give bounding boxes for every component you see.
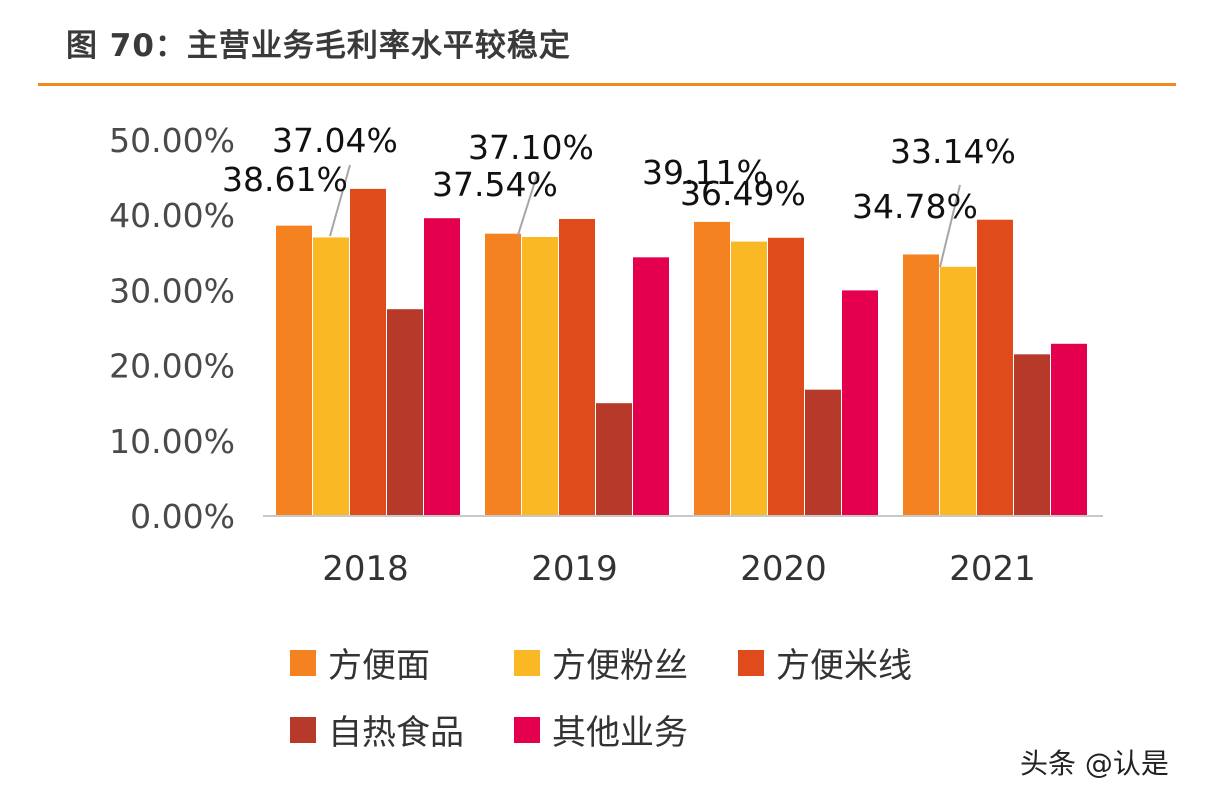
bar-2021-方便粉丝 [940, 266, 976, 516]
y-tick-label: 30.00% [109, 271, 235, 310]
data-label: 37.04% [272, 121, 398, 160]
bar-2021-方便面 [903, 254, 939, 516]
legend-swatch [738, 650, 764, 676]
y-tick-label: 0.00% [130, 497, 235, 536]
bar-2018-方便米线 [350, 188, 386, 516]
y-tick-label: 40.00% [109, 196, 235, 235]
bar-2020-方便米线 [768, 237, 804, 516]
bars [276, 188, 1087, 516]
watermark: 头条 @认是 [1020, 747, 1169, 780]
legend-item: 方便面 [290, 646, 430, 686]
x-tick-label: 2019 [531, 549, 618, 589]
data-label: 34.78% [852, 187, 978, 226]
bar-2021-自热食品 [1014, 354, 1050, 516]
leader-line [329, 164, 351, 237]
y-tick-label: 10.00% [109, 422, 235, 461]
legend-swatch [514, 717, 540, 743]
bar-2019-方便米线 [559, 218, 595, 516]
leader-line [517, 171, 539, 236]
bar-2019-其他业务 [633, 257, 669, 516]
legend-label: 自热食品 [328, 713, 464, 753]
data-label: 37.54% [432, 165, 558, 204]
legend-label: 其他业务 [552, 713, 688, 753]
bar-2020-方便粉丝 [731, 241, 767, 516]
x-tick-label: 2021 [949, 549, 1036, 589]
bar-2021-其他业务 [1051, 343, 1087, 516]
data-label: 38.61% [222, 160, 348, 199]
data-label: 33.14% [890, 132, 1016, 171]
bar-2018-方便粉丝 [313, 237, 349, 516]
legend-item: 自热食品 [290, 713, 464, 753]
data-label: 37.10% [468, 128, 594, 167]
bar-2020-方便面 [694, 221, 730, 516]
bar-2018-方便面 [276, 225, 312, 516]
legend-swatch [290, 650, 316, 676]
legend-label: 方便米线 [776, 646, 912, 686]
bar-2020-自热食品 [805, 389, 841, 516]
bar-2018-其他业务 [424, 218, 460, 516]
bar-2019-自热食品 [596, 403, 632, 516]
y-tick-label: 50.00% [109, 121, 235, 160]
x-tick-label: 2020 [740, 549, 827, 589]
bar-2021-方便米线 [977, 219, 1013, 516]
x-tick-label: 2018 [322, 549, 409, 589]
legend-swatch [514, 650, 540, 676]
legend-item: 方便米线 [738, 646, 912, 686]
bar-2020-其他业务 [842, 290, 878, 516]
data-label: 39.11% [642, 153, 768, 192]
legend-label: 方便粉丝 [552, 646, 688, 686]
data-label: 36.49% [680, 174, 806, 213]
x-axis-labels: 2018 2019 2020 2021 [322, 549, 1036, 589]
legend-item: 方便粉丝 [514, 646, 688, 686]
legend-label: 方便面 [328, 646, 430, 686]
bar-2018-自热食品 [387, 309, 423, 516]
label-leader-lines [329, 164, 961, 268]
legend-swatch [290, 717, 316, 743]
data-labels: 38.61%37.04% 37.54%37.10% 39.11%36.49% 34.7… [222, 121, 1016, 226]
bar-2019-方便粉丝 [522, 237, 558, 516]
leader-line [939, 184, 961, 268]
legend-item: 其他业务 [514, 713, 688, 753]
y-tick-label: 20.00% [109, 347, 235, 386]
chart-title: 图 70：主营业务毛利率水平较稳定 [66, 28, 571, 64]
bar-2019-方便面 [485, 233, 521, 516]
title-divider [38, 83, 1176, 86]
y-axis-ticks: 0.00% 10.00% 20.00% 30.00% 40.00% 50.00% [109, 121, 235, 536]
